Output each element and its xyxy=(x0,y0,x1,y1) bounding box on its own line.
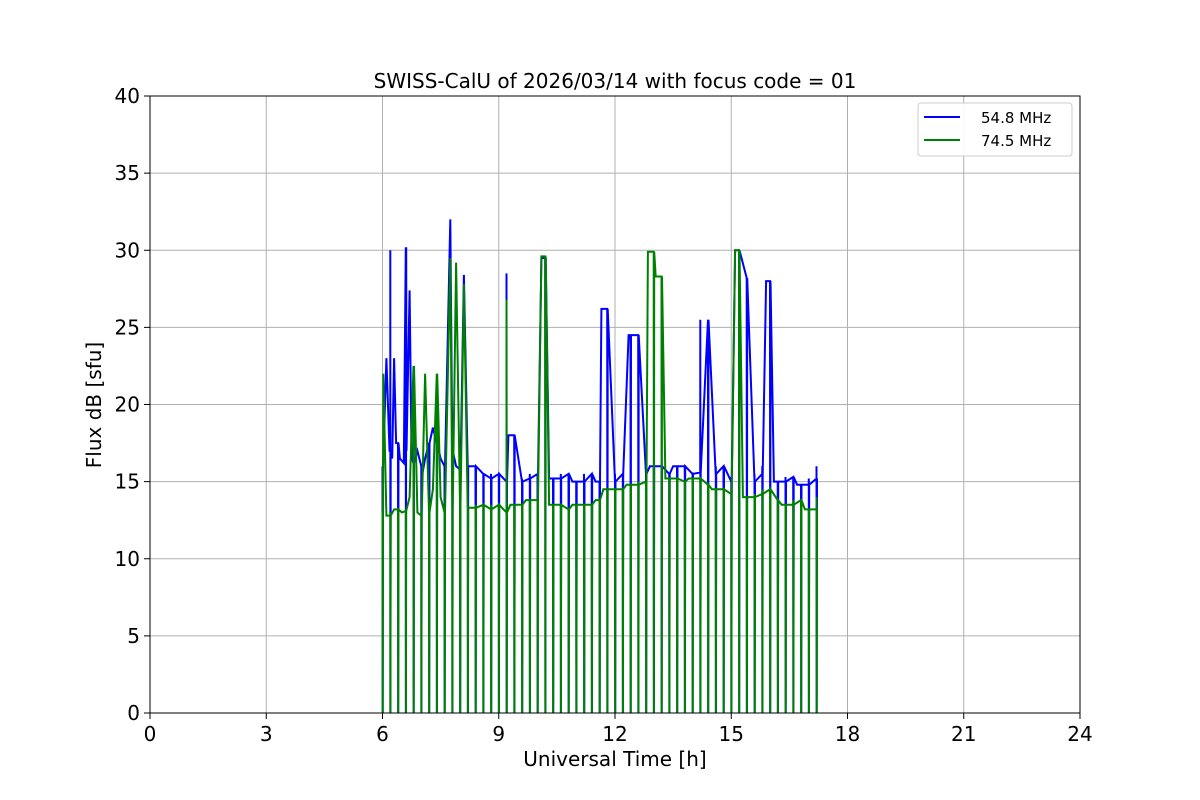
x-tick-label: 0 xyxy=(144,722,157,746)
y-tick-label: 30 xyxy=(115,238,140,262)
x-tick-label: 15 xyxy=(719,722,744,746)
axis-ticks: 0 3 6 9 12 15 18 21 24 0 5 10 15 20 25 30 35 40 xyxy=(115,84,1093,746)
y-tick-label: 40 xyxy=(115,84,140,108)
legend-label-series-2: 74.5 MHz xyxy=(981,132,1051,150)
chart-title: SWISS-CalU of 2026/03/14 with focus code… xyxy=(374,69,857,93)
legend-label-series-1: 54.8 MHz xyxy=(981,109,1051,127)
x-tick-label: 24 xyxy=(1067,722,1092,746)
legend: 54.8 MHz 74.5 MHz xyxy=(917,102,1073,157)
x-tick-label: 3 xyxy=(260,722,273,746)
x-tick-label: 21 xyxy=(951,722,976,746)
y-tick-label: 10 xyxy=(115,547,140,571)
y-tick-label: 35 xyxy=(115,161,140,185)
y-tick-label: 20 xyxy=(115,393,140,417)
x-tick-label: 6 xyxy=(376,722,389,746)
plot-series xyxy=(381,219,818,714)
y-tick-label: 5 xyxy=(127,624,140,648)
x-axis-label: Universal Time [h] xyxy=(523,747,706,771)
y-tick-label: 15 xyxy=(115,470,140,494)
x-tick-label: 18 xyxy=(835,722,860,746)
x-tick-label: 12 xyxy=(602,722,627,746)
y-axis-label: Flux dB [sfu] xyxy=(82,342,106,468)
y-tick-label: 0 xyxy=(127,701,140,725)
series-line-2 xyxy=(381,249,818,714)
y-tick-label: 25 xyxy=(115,315,140,339)
x-tick-label: 9 xyxy=(492,722,505,746)
